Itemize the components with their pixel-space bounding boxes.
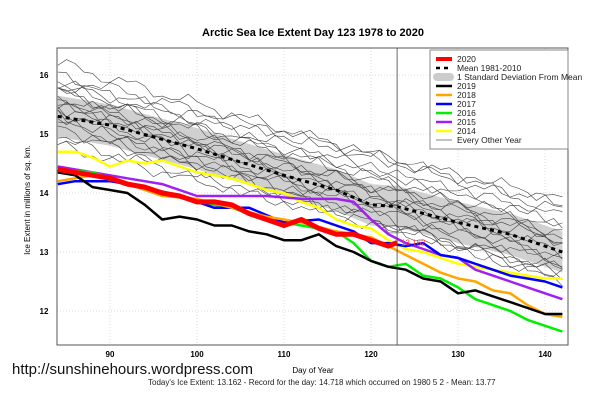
other-year-line: [57, 71, 563, 206]
mean-line: [57, 114, 563, 254]
y-tick-label: 16: [40, 71, 49, 80]
legend-label: 2020: [457, 54, 476, 64]
x-axis-label: Day of Year: [292, 366, 334, 375]
plot-frame: [56, 47, 569, 346]
chart-title: Arctic Sea Ice Extent Day 123 1978 to 20…: [202, 27, 424, 39]
other-year-line: [57, 141, 563, 270]
y-tick-label: 13: [40, 248, 49, 257]
legend-label: 2018: [457, 90, 476, 100]
other-year-line: [57, 87, 563, 215]
series-line-2020: [57, 166, 399, 249]
legend-label: Mean 1981-2010: [457, 63, 522, 73]
y-axis-label: Ice Extent in millions of sq. km.: [23, 145, 32, 255]
other-year-line: [57, 106, 563, 268]
other-year-line: [57, 140, 563, 277]
x-tick-label: 90: [106, 350, 115, 359]
other-year-line: [57, 100, 563, 244]
x-tick-label: 110: [278, 350, 291, 359]
other-year-line: [57, 87, 563, 229]
series-line-2014: [57, 150, 563, 280]
footer-stats: Today's Ice Extent: 13.162 - Record for …: [148, 378, 496, 387]
other-year-line: [57, 109, 563, 240]
x-tick-label: 100: [190, 350, 204, 359]
y-tick-label: 12: [40, 307, 49, 316]
legend-label: 1 Standard Deviation From Mean: [457, 72, 582, 82]
legend-swatch-band: [433, 73, 454, 81]
legend-label: 2016: [457, 108, 476, 118]
other-year-line: [57, 101, 563, 256]
x-tick-label: 140: [538, 350, 552, 359]
other-year-line: [57, 81, 563, 227]
other-year-line: [57, 99, 563, 244]
x-tick-label: 120: [364, 350, 378, 359]
x-tick-label: 130: [451, 350, 465, 359]
series-line-2015: [57, 165, 563, 301]
legend-label: Every Other Year: [457, 135, 522, 145]
other-year-line: [57, 125, 563, 281]
other-year-line: [57, 109, 563, 287]
other-year-line: [57, 59, 563, 208]
other-year-line: [57, 134, 563, 247]
legend-box: [429, 49, 569, 150]
std-deviation-band: [57, 95, 563, 273]
legend-label: 2015: [457, 117, 476, 127]
legend-label: 2017: [457, 99, 476, 109]
current-value-label: 13.162: [401, 238, 426, 247]
other-year-line: [57, 80, 563, 201]
y-tick-label: 15: [40, 130, 49, 139]
legend-label: 2019: [457, 81, 476, 91]
other-year-line: [57, 118, 563, 261]
source-url: http://sunshinehours.wordpress.com: [12, 361, 253, 378]
y-tick-label: 14: [40, 189, 49, 198]
legend-label: 2014: [457, 126, 476, 136]
series-line-2019: [57, 171, 563, 316]
other-year-line: [57, 86, 563, 237]
